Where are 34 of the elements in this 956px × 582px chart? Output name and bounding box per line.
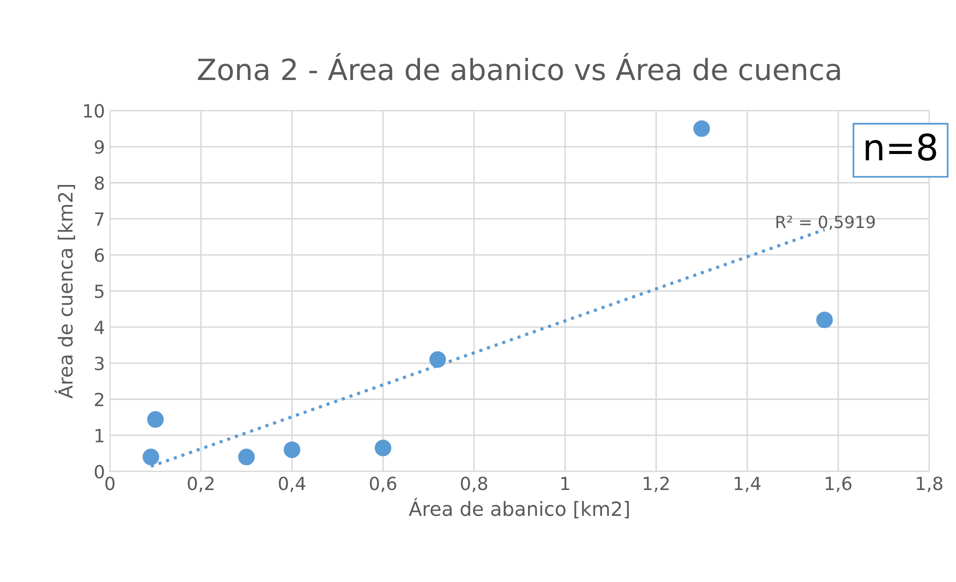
x-tick-label: 1 xyxy=(561,476,570,490)
chart-title: Zona 2 - Área de abanico vs Área de cuenca xyxy=(198,53,840,80)
y-tick-label: 4 xyxy=(94,320,104,334)
y-tick-label: 5 xyxy=(94,284,104,298)
annotation: R² = 0,5919 xyxy=(776,216,875,230)
annotation: n=8 xyxy=(866,133,936,161)
y-tick-label: 8 xyxy=(94,176,104,190)
y-tick-label: 10 xyxy=(84,104,104,118)
point xyxy=(429,351,446,368)
x-tick-label: 1,4 xyxy=(734,476,761,492)
point xyxy=(142,448,160,466)
y-tick-label: 9 xyxy=(94,140,104,154)
x-tick-label: 0 xyxy=(105,476,114,490)
x-tick-label: 1,8 xyxy=(916,476,942,492)
point xyxy=(238,448,255,466)
point xyxy=(693,120,710,137)
x-axis-title: Área de abanico [km2] xyxy=(408,498,629,518)
point xyxy=(284,441,300,458)
point xyxy=(816,312,833,328)
y-tick-label: 2 xyxy=(94,392,104,406)
x-tick-label: 1,2 xyxy=(644,476,669,492)
x-tick-label: 1,6 xyxy=(826,476,852,492)
y-tick-label: 1 xyxy=(96,429,104,442)
x-tick-label: 0,8 xyxy=(460,476,488,492)
y-axis-title: Área de cuenca [km2] xyxy=(54,185,76,398)
point xyxy=(374,440,392,456)
x-tick-label: 0,2 xyxy=(188,476,214,492)
y-tick-label: 3 xyxy=(94,356,104,370)
y-tick-label: 0 xyxy=(94,464,104,479)
x-tick-label: 0,4 xyxy=(278,476,306,492)
point xyxy=(147,411,164,428)
x-tick-label: 0,6 xyxy=(370,476,396,492)
y-tick-label: 6 xyxy=(94,248,104,262)
y-tick-label: 7 xyxy=(95,212,104,226)
